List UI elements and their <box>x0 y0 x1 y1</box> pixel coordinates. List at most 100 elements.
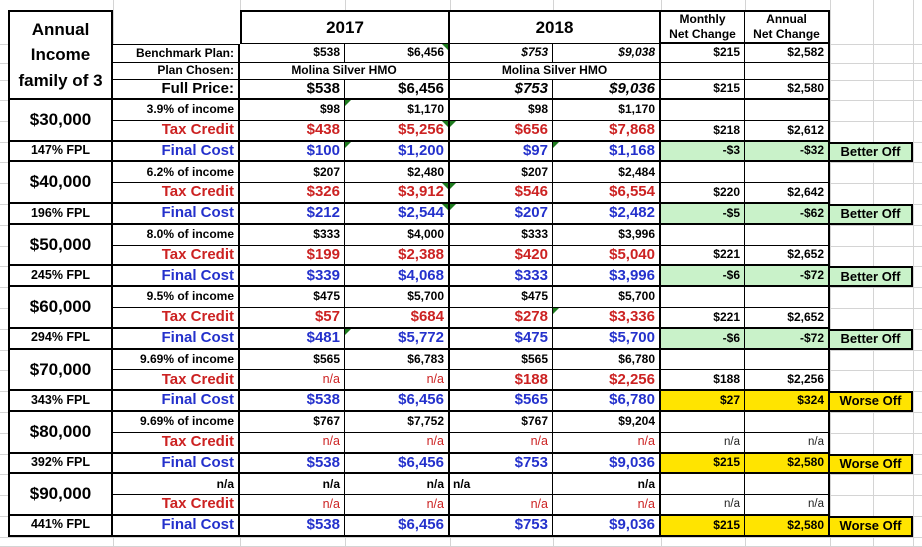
b5-tax-2018-annual[interactable]: $2,256 <box>553 370 661 392</box>
b7-tax-2018-annual[interactable]: n/a <box>553 495 661 516</box>
b6-pct-2018-monthly[interactable]: $767 <box>450 411 553 433</box>
b7-final-2018-annual[interactable]: $9,036 <box>553 515 661 537</box>
b5-pct-income[interactable]: $70,000 <box>8 349 113 392</box>
b4-final-label[interactable]: Final Cost <box>113 328 240 350</box>
full-price-2018-annual[interactable]: $9,036 <box>553 80 661 100</box>
b7-final-status[interactable]: Worse Off <box>830 515 913 537</box>
hdr-2017-monthly[interactable]: 2017 <box>240 10 450 44</box>
b5-tax-label[interactable]: Tax Credit <box>113 370 240 392</box>
b7-final-label[interactable]: Final Cost <box>113 515 240 537</box>
b1-final-annual-net-change[interactable]: -$32 <box>745 141 830 163</box>
b1-final-2017-annual[interactable]: $1,200 <box>345 141 450 163</box>
b7-pct-2018-monthly[interactable]: n/a <box>450 474 553 496</box>
b1-final-2018-annual[interactable]: $1,168 <box>553 141 661 163</box>
b2-final-label[interactable]: Final Cost <box>113 203 240 225</box>
b6-final-label[interactable]: Final Cost <box>113 453 240 475</box>
b1-tax-2017-annual[interactable]: $5,256 <box>345 120 450 142</box>
b4-pct-annual-net-change[interactable] <box>745 287 830 308</box>
b3-pct-2017-monthly[interactable]: $333 <box>240 224 345 246</box>
b3-pct-income[interactable]: $50,000 <box>8 224 113 267</box>
benchmark-2017-annual[interactable]: $6,456 <box>345 44 450 63</box>
b1-pct-label[interactable]: 3.9% of income <box>113 100 240 121</box>
b4-final-2017-annual[interactable]: $5,772 <box>345 328 450 350</box>
plan-chosen-2017-monthly[interactable]: Molina Silver HMO <box>240 63 450 80</box>
b6-pct-monthly-net-change[interactable] <box>661 411 745 433</box>
b1-pct-income[interactable]: $30,000 <box>8 100 113 142</box>
b1-final-monthly-net-change[interactable]: -$3 <box>661 141 745 163</box>
b4-final-status[interactable]: Better Off <box>830 328 913 350</box>
b7-pct-annual-net-change[interactable] <box>745 474 830 496</box>
b6-pct-2018-annual[interactable]: $9,204 <box>553 411 661 433</box>
b2-tax-2017-annual[interactable]: $3,912 <box>345 183 450 204</box>
b5-tax-monthly-net-change[interactable]: $188 <box>661 370 745 392</box>
b5-pct-2017-annual[interactable]: $6,783 <box>345 349 450 371</box>
b2-tax-annual-net-change[interactable]: $2,642 <box>745 183 830 204</box>
b1-final-label[interactable]: Final Cost <box>113 141 240 163</box>
b7-pct-2017-monthly[interactable]: n/a <box>240 474 345 496</box>
b2-tax-2018-monthly[interactable]: $546 <box>450 183 553 204</box>
b4-pct-2017-monthly[interactable]: $475 <box>240 287 345 308</box>
b6-pct-income[interactable]: $80,000 <box>8 411 113 454</box>
b5-final-2017-monthly[interactable]: $538 <box>240 391 345 412</box>
b3-tax-2018-annual[interactable]: $5,040 <box>553 245 661 267</box>
b6-final-2017-annual[interactable]: $6,456 <box>345 453 450 475</box>
b3-tax-label[interactable]: Tax Credit <box>113 245 240 267</box>
b4-pct-label[interactable]: 9.5% of income <box>113 287 240 308</box>
b2-final-2018-annual[interactable]: $2,482 <box>553 203 661 225</box>
b1-tax-2018-annual[interactable]: $7,868 <box>553 120 661 142</box>
b1-pct-2017-monthly[interactable]: $98 <box>240 100 345 121</box>
benchmark-monthly-net-change[interactable]: $215 <box>661 44 745 63</box>
b1-tax-monthly-net-change[interactable]: $218 <box>661 120 745 142</box>
b3-final-monthly-net-change[interactable]: -$6 <box>661 266 745 288</box>
b2-tax-2018-annual[interactable]: $6,554 <box>553 183 661 204</box>
benchmark-2018-monthly[interactable]: $753 <box>450 44 553 63</box>
b1-tax-label[interactable]: Tax Credit <box>113 120 240 142</box>
b7-final-2018-monthly[interactable]: $753 <box>450 515 553 537</box>
b5-final-2017-annual[interactable]: $6,456 <box>345 391 450 412</box>
benchmark-2017-monthly[interactable]: $538 <box>240 44 345 63</box>
hdr-monthly-net-change[interactable]: Monthly Net Change <box>661 10 745 44</box>
b6-tax-2017-annual[interactable]: n/a <box>345 432 450 454</box>
b6-tax-monthly-net-change[interactable]: n/a <box>661 432 745 454</box>
b5-tax-annual-net-change[interactable]: $2,256 <box>745 370 830 392</box>
full-price-label[interactable]: Full Price: <box>113 80 240 100</box>
b4-tax-2017-monthly[interactable]: $57 <box>240 307 345 329</box>
b1-final-2018-monthly[interactable]: $97 <box>450 141 553 163</box>
b5-final-2018-annual[interactable]: $6,780 <box>553 391 661 412</box>
full-price-annual-net-change[interactable]: $2,580 <box>745 80 830 100</box>
b6-final-monthly-net-change[interactable]: $215 <box>661 453 745 475</box>
b3-pct-annual-net-change[interactable] <box>745 224 830 246</box>
b2-final-income[interactable]: 196% FPL <box>8 203 113 225</box>
b3-final-annual-net-change[interactable]: -$72 <box>745 266 830 288</box>
b7-tax-2018-monthly[interactable]: n/a <box>450 495 553 516</box>
b3-tax-2018-monthly[interactable]: $420 <box>450 245 553 267</box>
b7-final-income[interactable]: 441% FPL <box>8 515 113 537</box>
b2-pct-monthly-net-change[interactable] <box>661 162 745 184</box>
b7-pct-monthly-net-change[interactable] <box>661 474 745 496</box>
b5-pct-label[interactable]: 9.69% of income <box>113 349 240 371</box>
b6-tax-2018-monthly[interactable]: n/a <box>450 432 553 454</box>
b1-pct-2018-annual[interactable]: $1,170 <box>553 100 661 121</box>
b6-final-2017-monthly[interactable]: $538 <box>240 453 345 475</box>
b7-final-2017-monthly[interactable]: $538 <box>240 515 345 537</box>
b5-final-monthly-net-change[interactable]: $27 <box>661 391 745 412</box>
b4-tax-2018-monthly[interactable]: $278 <box>450 307 553 329</box>
b5-final-status[interactable]: Worse Off <box>830 391 913 412</box>
b4-pct-2018-annual[interactable]: $5,700 <box>553 287 661 308</box>
b4-pct-income[interactable]: $60,000 <box>8 287 113 329</box>
b5-tax-2018-monthly[interactable]: $188 <box>450 370 553 392</box>
b4-pct-2017-annual[interactable]: $5,700 <box>345 287 450 308</box>
b7-tax-2017-annual[interactable]: n/a <box>345 495 450 516</box>
b3-pct-2017-annual[interactable]: $4,000 <box>345 224 450 246</box>
b4-pct-monthly-net-change[interactable] <box>661 287 745 308</box>
b7-pct-income[interactable]: $90,000 <box>8 474 113 516</box>
b2-tax-monthly-net-change[interactable]: $220 <box>661 183 745 204</box>
b7-final-annual-net-change[interactable]: $2,580 <box>745 515 830 537</box>
plan-chosen-monthly-net-change[interactable] <box>661 63 745 80</box>
b1-pct-2017-annual[interactable]: $1,170 <box>345 100 450 121</box>
b7-pct-2017-annual[interactable]: n/a <box>345 474 450 496</box>
b5-pct-2018-monthly[interactable]: $565 <box>450 349 553 371</box>
b4-final-income[interactable]: 294% FPL <box>8 328 113 350</box>
b5-tax-2017-monthly[interactable]: n/a <box>240 370 345 392</box>
b4-final-2018-monthly[interactable]: $475 <box>450 328 553 350</box>
